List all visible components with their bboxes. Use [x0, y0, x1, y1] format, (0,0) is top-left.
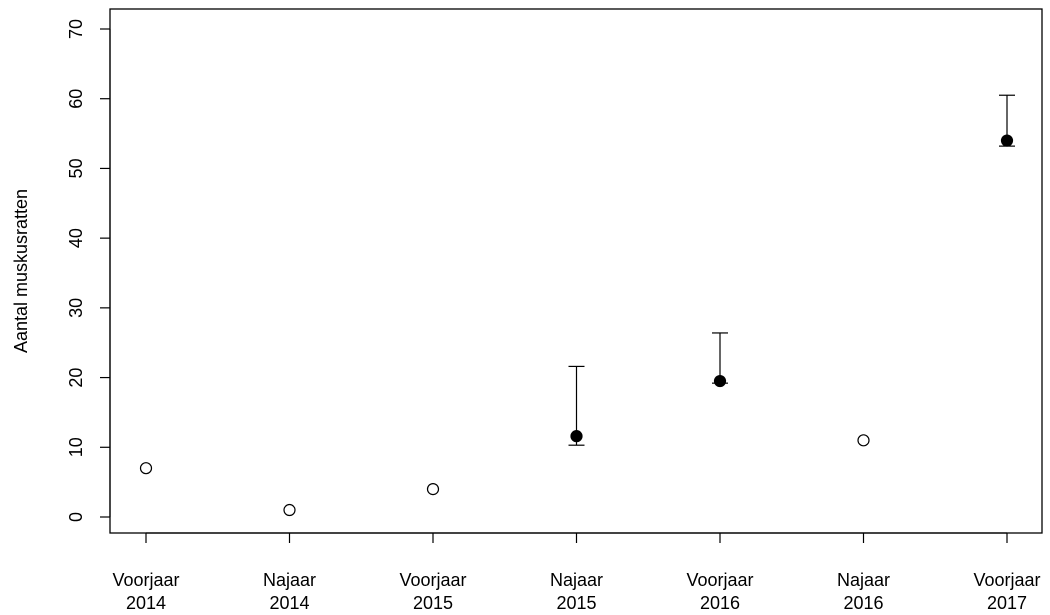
- x-tick-label: Najaar: [550, 570, 603, 590]
- x-tick-label: 2014: [126, 593, 166, 613]
- y-tick-label: 40: [66, 228, 86, 248]
- y-axis: 0 10 20 30 40 50 60 70: [66, 19, 111, 522]
- filled-data-point: [570, 430, 583, 443]
- y-tick-label: 0: [66, 512, 86, 522]
- filled-data-point: [713, 374, 727, 388]
- x-tick-label: 2017: [987, 593, 1027, 613]
- y-tick-label: 30: [66, 298, 86, 318]
- x-tick-label: Voorjaar: [686, 570, 753, 590]
- x-tick-label: 2016: [700, 593, 740, 613]
- y-tick-label: 20: [66, 368, 86, 388]
- x-axis: Voorjaar 2014 Najaar 2014 Voorjaar 2015 Najaar…: [112, 532, 1041, 613]
- x-tick-label: Voorjaar: [973, 570, 1040, 590]
- y-tick-label: 50: [66, 158, 86, 178]
- x-tick-label: 2015: [413, 593, 453, 613]
- plot-frame: [109, 8, 1043, 534]
- x-tick-label: Voorjaar: [399, 570, 466, 590]
- y-axis-title: Aantal muskusratten: [11, 189, 31, 353]
- x-tick-label: Najaar: [263, 570, 316, 590]
- x-tick-label: Najaar: [837, 570, 890, 590]
- open-data-point: [283, 503, 296, 517]
- filled-data-point: [1000, 134, 1014, 147]
- data-points: [139, 94, 1015, 517]
- x-tick-label: Voorjaar: [112, 570, 179, 590]
- open-data-point: [857, 434, 870, 447]
- x-tick-label: 2015: [556, 593, 596, 613]
- y-tick-label: 10: [66, 437, 86, 457]
- open-data-point: [426, 483, 440, 496]
- x-tick-label: 2014: [269, 593, 309, 613]
- y-tick-label: 60: [66, 89, 86, 109]
- y-tick-label: 70: [66, 19, 86, 39]
- x-tick-label: 2016: [843, 593, 883, 613]
- open-data-point: [139, 462, 153, 475]
